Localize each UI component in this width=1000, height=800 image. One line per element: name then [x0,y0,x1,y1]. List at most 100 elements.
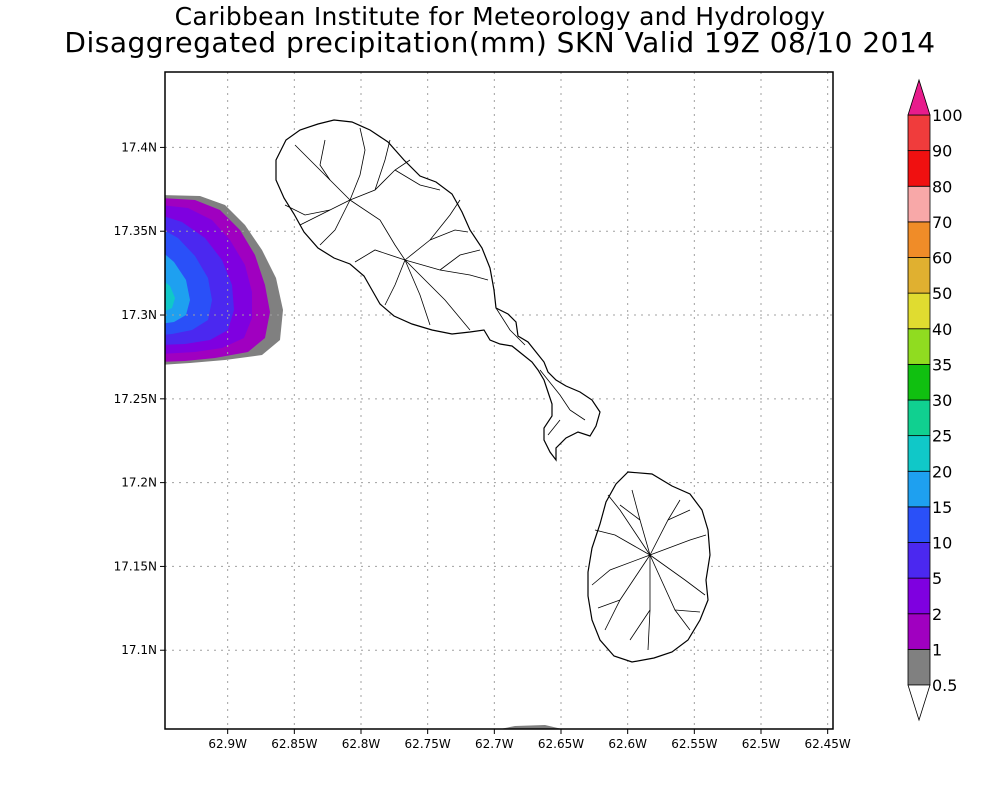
map-background [165,72,833,729]
legend-swatch [907,257,931,294]
legend-swatch [907,435,931,472]
legend-label: 1 [932,640,942,659]
map-title: Caribbean Institute for Meteorology and … [174,2,826,31]
drainage-line [384,259,406,306]
x-tick-label: 62.8W [342,737,381,751]
legend-swatch [907,470,931,508]
nevis-island [587,471,711,663]
legend-label: 10 [932,534,952,553]
precip-band-south [500,725,562,729]
drainage-line [294,144,351,201]
legend-label: 35 [932,355,952,374]
y-tick-label: 17.15N [114,559,157,573]
y-axis-ticks: 17.4N 17.35N 17.3N 17.25N 17.2N 17.15N 17.1N [114,140,165,657]
drainage-line [674,609,701,613]
legend-label: 5 [932,569,942,588]
x-tick-label: 62.9W [208,737,247,751]
nevis-drainage [591,489,707,651]
x-tick-label: 62.85W [271,737,317,751]
title-block: Caribbean Institute for Meteorology and … [0,2,1000,58]
legend-swatch [907,328,931,365]
legend-label: 30 [932,391,952,410]
drainage-line [569,409,586,421]
drainage-line [404,259,489,281]
x-tick-label: 62.6W [608,737,647,751]
y-tick-label: 17.1N [121,643,157,657]
drainage-line [591,554,651,586]
legend-label: 50 [932,284,952,303]
legend-swatch [907,221,931,258]
legend-label: 70 [932,213,952,232]
legend-label: 40 [932,320,952,339]
nevis-outline [587,471,711,663]
legend-swatch [907,648,931,686]
drainage-line [284,199,351,216]
st-kitts-drainage [284,127,586,436]
legend-label: 2 [932,605,942,624]
drainage-line [594,529,651,556]
drainage-line [597,599,621,609]
drainage-line [495,307,526,346]
legend-label: 20 [932,462,952,481]
x-tick-label: 62.75W [405,737,451,751]
x-tick-label: 62.55W [671,737,717,751]
y-tick-label: 17.25N [114,392,157,406]
drainage-line [349,127,366,201]
legend-label: 0.5 [932,676,957,695]
precip-band-20 [165,282,175,312]
map-panel: 62.9W 62.85W 62.8W 62.75W 62.7W 62.65W 62.6W 62… [114,71,851,751]
legend-swatch [907,577,931,615]
legend-top-arrow [907,78,931,116]
drainage-line [374,139,391,191]
drainage-line [429,229,469,241]
x-axis-ticks: 62.9W 62.85W 62.8W 62.75W 62.7W 62.65W 62.6W 62… [208,729,851,751]
legend-label: 60 [932,249,952,268]
y-tick-label: 17.35N [114,224,157,238]
drainage-line [349,159,411,201]
legend-swatch [907,542,931,579]
legend-swatch [907,150,931,187]
y-tick-label: 17.2N [121,476,157,490]
drainage-line [619,504,641,521]
x-tick-label: 62.7W [475,737,514,751]
legend-label: 90 [932,142,952,161]
drainage-line [404,199,461,261]
legend-swatch [907,399,931,437]
y-tick-label: 17.3N [121,308,157,322]
drainage-line [319,139,331,181]
drainage-line [404,259,471,331]
drainage-line [319,199,351,246]
drainage-line [547,419,561,436]
map-subtitle: Disaggregated precipitation(mm) SKN Vali… [64,26,936,59]
legend-swatch [907,292,931,330]
drainage-line [439,249,481,271]
legend-label: 15 [932,498,952,517]
legend-bottom-arrow [907,684,931,722]
rain-cell [165,195,562,729]
legend-swatch [907,613,931,650]
x-tick-label: 62.5W [742,737,781,751]
drainage-line [349,199,406,261]
drainage-line [299,209,331,226]
x-tick-label: 62.65W [538,737,584,751]
legend-swatch [907,185,931,223]
legend-label: 100 [932,106,963,125]
drainage-line [539,369,571,411]
y-tick-label: 17.4N [121,140,157,154]
drainage-line [354,249,406,263]
legend-swatch [907,114,931,152]
map-frame [164,71,834,730]
drainage-line [394,169,441,191]
legend-swatch [907,363,931,401]
drainage-line [649,554,706,596]
drainage-line [629,609,651,641]
drainage-line [667,509,691,521]
drainage-line [649,534,707,556]
legend-label: 80 [932,177,952,196]
legend-label: 25 [932,427,952,446]
drainage-line [404,259,431,326]
st-kitts-island [275,119,601,462]
legend-swatch [907,506,931,543]
